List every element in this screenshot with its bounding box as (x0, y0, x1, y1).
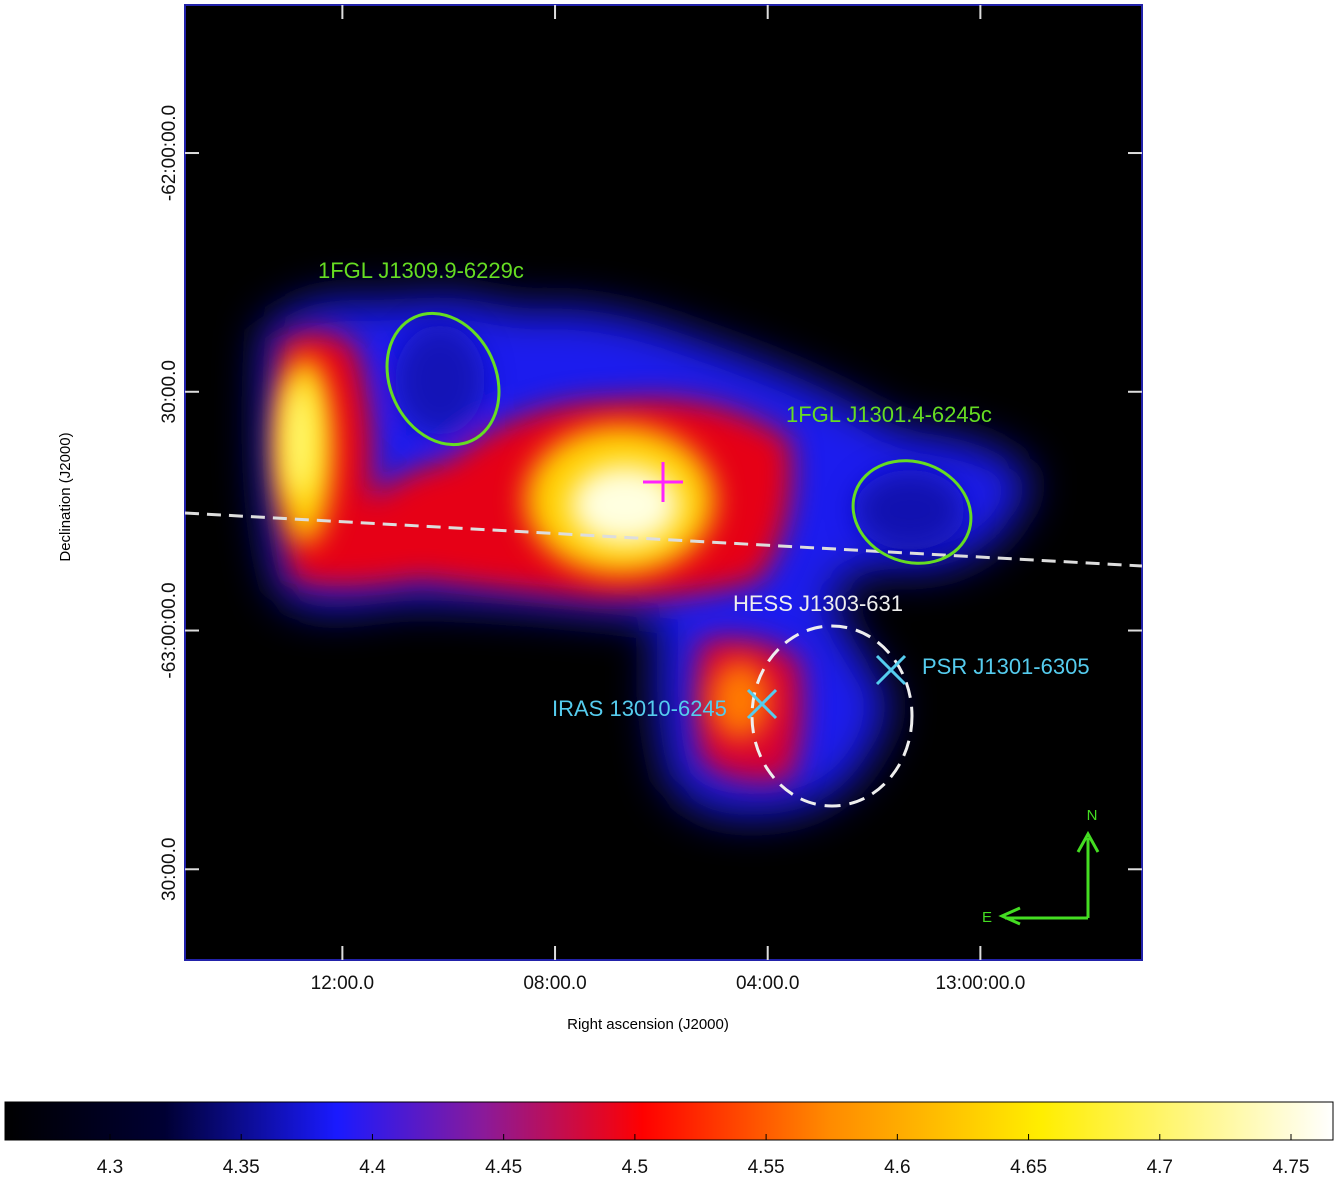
x-tick-label: 12:00.0 (311, 973, 374, 994)
annotation: 1FGL J1301.4-6245c (786, 402, 992, 427)
annotation: HESS J1303-631 (733, 591, 903, 616)
annotation: E (982, 909, 992, 926)
y-axis-label: Declination (J2000) (57, 432, 74, 561)
colorbar-tick-label: 4.4 (359, 1157, 386, 1178)
annotation: N (1087, 807, 1098, 824)
colorbar-tick-label: 4.5 (622, 1157, 648, 1178)
annotation: PSR J1301-6305 (922, 654, 1090, 679)
y-tick-label: 30:00.0 (159, 838, 180, 901)
colorbar-tick-label: 4.55 (748, 1157, 785, 1178)
colorbar-tick-label: 4.3 (97, 1157, 123, 1178)
chart: 1FGL J1309.9-6229c 1FGL J1301.4-6245c HE… (0, 0, 1341, 1183)
colorbar-tick-label: 4.65 (1010, 1157, 1047, 1178)
colorbar (5, 1102, 1333, 1140)
colorbar-tick-label: 4.45 (485, 1157, 522, 1178)
colorbar-tick-label: 4.75 (1273, 1157, 1310, 1178)
annotation: IRAS 13010-6245 (552, 696, 727, 721)
annotation: 1FGL J1309.9-6229c (318, 258, 524, 283)
x-tick-label: 13:00:00.0 (935, 973, 1025, 994)
colorbar-tick-label: 4.6 (884, 1157, 910, 1178)
x-axis-label: Right ascension (J2000) (567, 1016, 729, 1033)
colorbar-tick-label: 4.35 (223, 1157, 260, 1178)
x-tick-label: 08:00.0 (523, 973, 586, 994)
y-tick-label: -63:00:00.0 (159, 582, 180, 678)
y-tick-label: 30:00.0 (159, 360, 180, 423)
y-tick-label: -62:00:00.0 (159, 105, 180, 201)
x-tick-label: 04:00.0 (736, 973, 799, 994)
colorbar-tick-label: 4.7 (1147, 1157, 1173, 1178)
